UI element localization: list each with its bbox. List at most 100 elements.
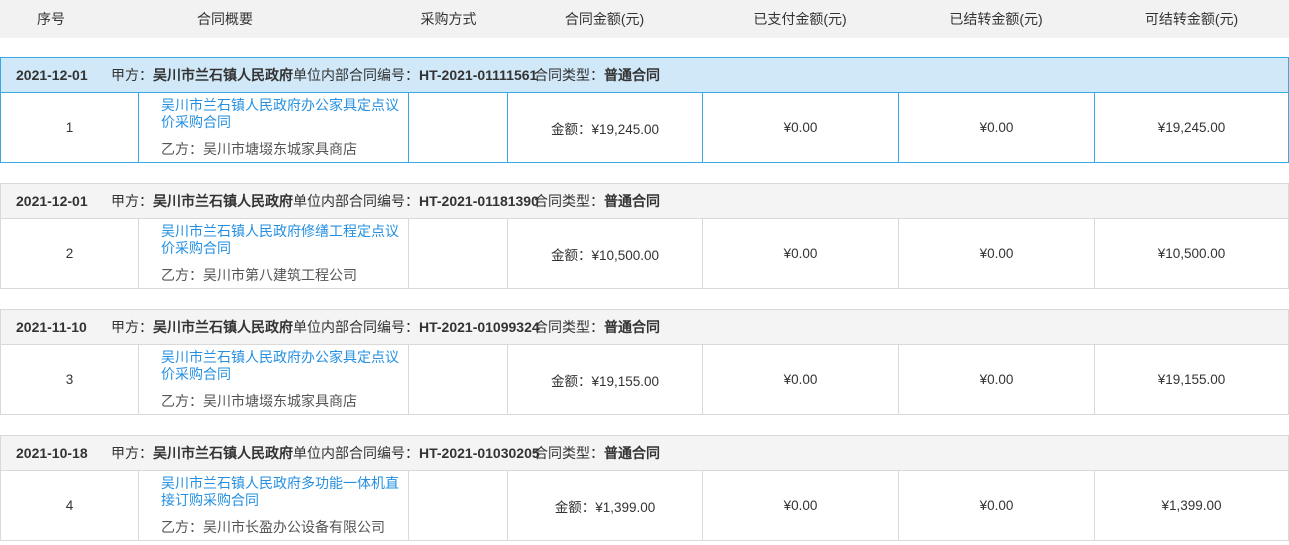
contract-date: 2021-10-18 (16, 445, 88, 461)
contract-date: 2021-12-01 (16, 67, 88, 83)
table-header-row: 序号 合同概要 采购方式 合同金额(元) 已支付金额(元) 已结转金额(元) 可… (0, 0, 1289, 38)
amount-value: ¥19,155.00 (591, 373, 660, 389)
party-b-text: 乙方：吴川市长盈办公设备有限公司 (161, 519, 385, 536)
party-b-label: 乙方： (161, 518, 203, 535)
contract-title-link[interactable]: 吴川市兰石镇人民政府办公家具定点议价采购合同 (161, 349, 399, 383)
contract-row: 1 吴川市兰石镇人民政府办公家具定点议价采购合同 乙方：吴川市塘㙍东城家具商店 … (1, 93, 1288, 162)
contract-group-header[interactable]: 2021-12-01 甲方：吴川市兰石镇人民政府 单位内部合同编号：HT-202… (1, 184, 1288, 219)
contract-title-link[interactable]: 吴川市兰石镇人民政府办公家具定点议价采购合同 (161, 97, 399, 131)
contract-group-header[interactable]: 2021-10-18 甲方：吴川市兰石镇人民政府 单位内部合同编号：HT-202… (1, 436, 1288, 471)
contract-row: 3 吴川市兰石镇人民政府办公家具定点议价采购合同 乙方：吴川市塘㙍东城家具商店 … (1, 345, 1288, 414)
row-index: 2 (1, 219, 139, 288)
contract-group-header[interactable]: 2021-11-10 甲方：吴川市兰石镇人民政府 单位内部合同编号：HT-202… (1, 310, 1288, 345)
column-header-available-amount: 可结转金额(元) (1144, 11, 1239, 27)
party-a-value: 吴川市兰石镇人民政府 (153, 319, 293, 335)
contract-type-label: 合同类型： (534, 319, 604, 335)
contract-type-label: 合同类型： (534, 445, 604, 461)
column-header-contract-amount: 合同金额(元) (564, 11, 645, 27)
procurement-method-cell (409, 471, 508, 540)
available-amount-cell: ¥1,399.00 (1161, 498, 1222, 513)
settled-amount-cell: ¥0.00 (899, 219, 1095, 288)
procurement-method-cell (409, 93, 508, 162)
amount-value: ¥10,500.00 (591, 247, 660, 263)
party-b-label: 乙方： (161, 140, 203, 157)
contract-amount-cell: 金额：¥10,500.00 (508, 219, 703, 288)
contract-title-link[interactable]: 吴川市兰石镇人民政府修缮工程定点议价采购合同 (161, 223, 399, 257)
available-amount-cell: ¥10,500.00 (1157, 246, 1226, 261)
paid-amount-cell: ¥0.00 (703, 471, 899, 540)
amount-label: 金额： (550, 247, 592, 263)
contract-summary-cell: 吴川市兰石镇人民政府办公家具定点议价采购合同 乙方：吴川市塘㙍东城家具商店 (139, 345, 409, 414)
contract-type-label: 合同类型： (534, 67, 604, 83)
party-b-value: 吴川市第八建筑工程公司 (203, 266, 357, 283)
settled-amount-cell: ¥0.00 (899, 471, 1095, 540)
party-a-value: 吴川市兰石镇人民政府 (153, 445, 293, 461)
available-amount-cell: ¥19,155.00 (1157, 372, 1226, 387)
procurement-method-cell (409, 219, 508, 288)
column-header-summary: 合同概要 (197, 11, 253, 27)
contract-no-label: 单位内部合同编号： (293, 319, 419, 335)
row-index: 3 (1, 345, 139, 414)
party-a-value: 吴川市兰石镇人民政府 (153, 193, 293, 209)
row-index: 4 (1, 471, 139, 540)
party-b-text: 乙方：吴川市塘㙍东城家具商店 (161, 393, 357, 410)
paid-amount-cell: ¥0.00 (703, 345, 899, 414)
contract-type-value: 普通合同 (604, 193, 660, 209)
paid-amount-cell: ¥0.00 (703, 219, 899, 288)
contract-no-value: HT-2021-01030205 (419, 445, 540, 461)
party-a-label: 甲方： (111, 67, 153, 83)
party-b-text: 乙方：吴川市塘㙍东城家具商店 (161, 141, 357, 158)
contract-title-link[interactable]: 吴川市兰石镇人民政府多功能一体机直接订购采购合同 (161, 475, 399, 509)
settled-amount-cell: ¥0.00 (899, 345, 1095, 414)
contract-row: 2 吴川市兰石镇人民政府修缮工程定点议价采购合同 乙方：吴川市第八建筑工程公司 … (1, 219, 1288, 288)
column-header-index: 序号 (37, 11, 65, 27)
contract-type-value: 普通合同 (604, 67, 660, 83)
contract-no-label: 单位内部合同编号： (293, 67, 419, 83)
party-b-label: 乙方： (161, 266, 203, 283)
party-b-value: 吴川市塘㙍东城家具商店 (203, 392, 357, 409)
contract-type-label: 合同类型： (534, 193, 604, 209)
party-a-label: 甲方： (111, 319, 153, 335)
contract-type-value: 普通合同 (604, 445, 660, 461)
contract-amount-cell: 金额：¥19,155.00 (508, 345, 703, 414)
contract-group: 2021-10-18 甲方：吴川市兰石镇人民政府 单位内部合同编号：HT-202… (0, 435, 1289, 541)
contract-amount-cell: 金额：¥19,245.00 (508, 93, 703, 162)
contract-group: 2021-11-10 甲方：吴川市兰石镇人民政府 单位内部合同编号：HT-202… (0, 309, 1289, 415)
settled-amount-cell: ¥0.00 (899, 93, 1095, 162)
amount-label: 金额： (550, 121, 592, 137)
available-amount-cell: ¥19,245.00 (1157, 120, 1226, 135)
party-b-value: 吴川市长盈办公设备有限公司 (203, 518, 385, 535)
contract-no-value: HT-2021-01181390 (419, 193, 539, 209)
contract-date: 2021-12-01 (16, 193, 88, 209)
amount-value: ¥19,245.00 (591, 121, 660, 137)
contract-date: 2021-11-10 (16, 319, 87, 335)
amount-label: 金额： (554, 499, 596, 515)
contract-summary-cell: 吴川市兰石镇人民政府多功能一体机直接订购采购合同 乙方：吴川市长盈办公设备有限公… (139, 471, 409, 540)
contract-summary-cell: 吴川市兰石镇人民政府办公家具定点议价采购合同 乙方：吴川市塘㙍东城家具商店 (139, 93, 409, 162)
party-a-label: 甲方： (111, 193, 153, 209)
row-index: 1 (1, 93, 139, 162)
contract-no-label: 单位内部合同编号： (293, 445, 419, 461)
party-b-value: 吴川市塘㙍东城家具商店 (203, 140, 357, 157)
contract-amount-cell: 金额：¥1,399.00 (508, 471, 703, 540)
party-a-label: 甲方： (111, 445, 153, 461)
contract-no-label: 单位内部合同编号： (293, 193, 419, 209)
contract-group-header[interactable]: 2021-12-01 甲方：吴川市兰石镇人民政府 单位内部合同编号：HT-202… (1, 58, 1288, 93)
contract-group: 2021-12-01 甲方：吴川市兰石镇人民政府 单位内部合同编号：HT-202… (0, 57, 1289, 163)
column-header-paid-amount: 已支付金额(元) (753, 11, 847, 27)
party-b-text: 乙方：吴川市第八建筑工程公司 (161, 267, 357, 284)
amount-label: 金额： (550, 373, 592, 389)
procurement-method-cell (409, 345, 508, 414)
contract-no-value: HT-2021-01111561 (419, 67, 538, 83)
contract-summary-cell: 吴川市兰石镇人民政府修缮工程定点议价采购合同 乙方：吴川市第八建筑工程公司 (139, 219, 409, 288)
paid-amount-cell: ¥0.00 (703, 93, 899, 162)
party-b-label: 乙方： (161, 392, 203, 409)
contract-type-value: 普通合同 (604, 319, 660, 335)
party-a-value: 吴川市兰石镇人民政府 (153, 67, 293, 83)
column-header-settled-amount: 已结转金额(元) (949, 11, 1043, 27)
column-header-procurement-method: 采购方式 (420, 11, 477, 27)
contract-group: 2021-12-01 甲方：吴川市兰石镇人民政府 单位内部合同编号：HT-202… (0, 183, 1289, 289)
amount-value: ¥1,399.00 (595, 499, 656, 515)
contract-row: 4 吴川市兰石镇人民政府多功能一体机直接订购采购合同 乙方：吴川市长盈办公设备有… (1, 471, 1288, 540)
contract-no-value: HT-2021-01099324 (419, 319, 540, 335)
